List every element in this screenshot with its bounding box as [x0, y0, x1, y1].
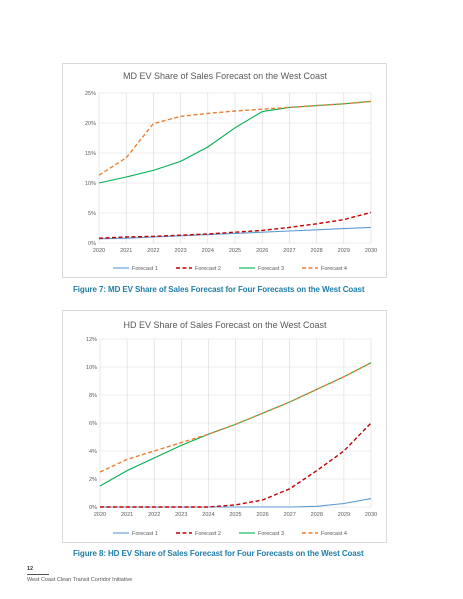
chart1-legend-label-3: Forecast 3: [258, 266, 284, 272]
chart2-y-tick-label: 2%: [89, 477, 97, 483]
chart2-x-tick-label: 2025: [229, 512, 241, 518]
footer-rule: [27, 574, 49, 575]
chart1-y-tick-label: 15%: [85, 151, 96, 157]
hd-ev-share-chart: HD EV Share of Sales Forecast on the Wes…: [62, 310, 387, 543]
chart2-legend-label-1: Forecast 1: [132, 531, 158, 537]
chart2-x-tick-label: 2028: [311, 512, 323, 518]
chart2-series-1-line: [100, 498, 372, 508]
chart2-x-tick-label: 2024: [202, 512, 214, 518]
chart1-x-tick-label: 2020: [93, 248, 105, 254]
chart1-x-tick-label: 2024: [202, 248, 214, 254]
chart2-x-tick-label: 2030: [365, 512, 377, 518]
chart1-x-tick-label: 2028: [310, 248, 322, 254]
chart1-x-tick-label: 2023: [174, 248, 186, 254]
chart1-x-tick-label: 2025: [229, 248, 241, 254]
chart2-x-tick-label: 2029: [338, 512, 350, 518]
chart2-legend-label-3: Forecast 3: [258, 531, 284, 537]
chart1-series-1-line: [98, 226, 372, 240]
chart2-y-tick-label: 0%: [89, 505, 97, 511]
chart1-y-tick-label: 10%: [85, 181, 96, 187]
chart1-x-tick-label: 2027: [283, 248, 295, 254]
md-ev-share-chart: MD EV Share of Sales Forecast on the Wes…: [62, 63, 387, 278]
chart2-x-tick-label: 2022: [148, 512, 160, 518]
chart2-legend-label-2: Forecast 2: [195, 531, 221, 537]
chart2-x-tick-label: 2027: [284, 512, 296, 518]
chart2-title: HD EV Share of Sales Forecast on the Wes…: [124, 320, 327, 330]
chart2-y-tick-label: 6%: [89, 421, 97, 427]
chart1-legend-label-2: Forecast 2: [195, 266, 221, 272]
figure-8-caption: Figure 8: HD EV Share of Sales Forecast …: [73, 549, 364, 558]
hd-ev-share-chart-svg: HD EV Share of Sales Forecast on the Wes…: [86, 320, 377, 537]
chart2-series-4-line: [99, 362, 372, 473]
chart2-y-tick-label: 4%: [89, 449, 97, 455]
chart1-title: MD EV Share of Sales Forecast on the Wes…: [123, 71, 327, 81]
chart2-x-tick-label: 2026: [256, 512, 268, 518]
figure-7-caption: Figure 7: MD EV Share of Sales Forecast …: [73, 285, 365, 294]
chart1-y-tick-label: 0%: [88, 241, 96, 247]
chart1-x-tick-label: 2026: [256, 248, 268, 254]
chart1-legend-label-4: Forecast 4: [321, 266, 347, 272]
chart2-x-tick-label: 2020: [94, 512, 106, 518]
chart1-x-tick-label: 2021: [120, 248, 132, 254]
chart2-y-tick-label: 12%: [86, 337, 97, 343]
chart1-series-4-line: [98, 100, 372, 176]
chart1-x-tick-label: 2030: [365, 248, 377, 254]
chart2-series-2-line: [100, 422, 372, 508]
page-number: 12: [27, 566, 34, 572]
chart2-x-tick-label: 2021: [121, 512, 133, 518]
chart2-y-tick-label: 8%: [89, 393, 97, 399]
chart1-y-tick-label: 25%: [85, 91, 96, 97]
chart1-y-tick-label: 5%: [88, 211, 96, 217]
chart1-x-tick-label: 2029: [338, 248, 350, 254]
chart1-legend-label-1: Forecast 1: [132, 266, 158, 272]
chart2-y-tick-label: 10%: [86, 365, 97, 371]
chart2-legend-label-4: Forecast 4: [321, 531, 347, 537]
md-ev-share-chart-svg: MD EV Share of Sales Forecast on the Wes…: [85, 71, 377, 272]
chart1-x-tick-label: 2022: [147, 248, 159, 254]
document-title: West Coast Clean Transit Corridor Initia…: [27, 577, 133, 583]
chart2-x-tick-label: 2023: [175, 512, 187, 518]
chart1-y-tick-label: 20%: [85, 121, 96, 127]
